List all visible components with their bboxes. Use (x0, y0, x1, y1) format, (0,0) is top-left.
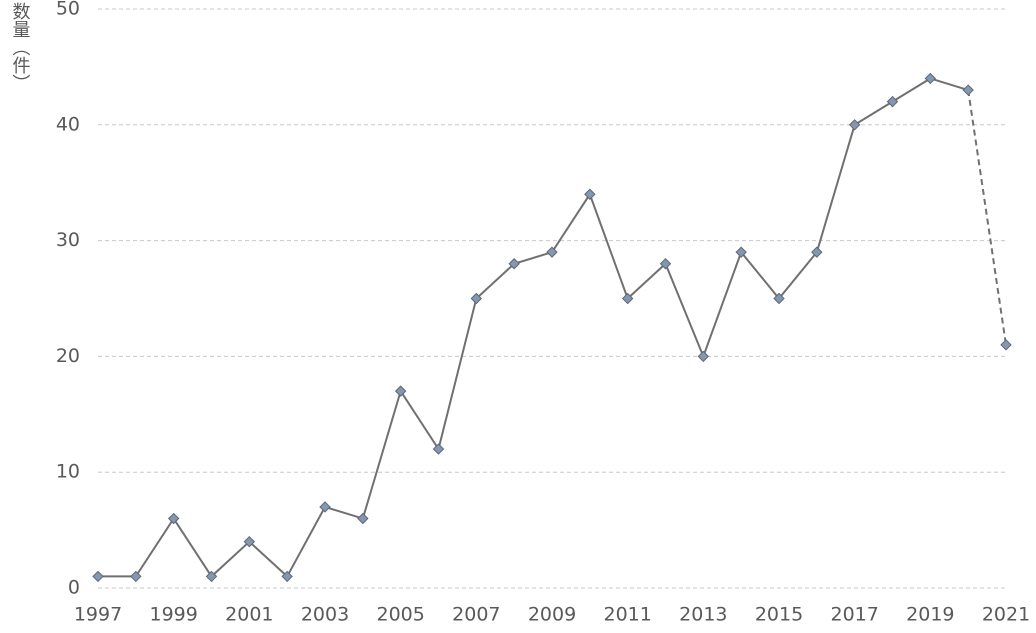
x-tick-label: 2021 (982, 604, 1030, 626)
marker (659, 258, 672, 270)
line (98, 77, 969, 579)
marker (584, 188, 596, 200)
y-tick-label: 30 (56, 229, 80, 251)
marker (508, 258, 520, 270)
marker (130, 570, 142, 583)
marker (546, 246, 558, 258)
x-tick-label: 2013 (679, 604, 727, 626)
marker (924, 72, 937, 85)
x-tick-label: 1997 (74, 604, 122, 626)
marker (962, 84, 974, 96)
y-tick-label: 50 (56, 0, 80, 20)
marker (470, 292, 483, 305)
x-tick-label: 2011 (603, 604, 651, 626)
marker (394, 385, 407, 397)
marker (243, 535, 256, 548)
x-tick-label: 2015 (755, 604, 803, 626)
marker (319, 501, 331, 513)
x-tick-label: 2003 (301, 604, 349, 626)
x-tick-label: 2019 (906, 604, 954, 626)
marker (811, 246, 823, 258)
x-tick-label: 2009 (528, 604, 576, 626)
y-tick-label: 10 (56, 461, 80, 483)
marker (735, 246, 747, 258)
line-dashed (967, 89, 1007, 345)
marker (773, 292, 785, 305)
marker (848, 119, 861, 131)
x-tick-label: 2005 (376, 604, 424, 626)
marker (357, 512, 369, 525)
y-tick-label: 0 (68, 577, 80, 599)
marker (1000, 339, 1012, 351)
marker (886, 95, 899, 108)
y-axis-title: 数量（件） (10, 2, 31, 92)
marker (432, 443, 445, 455)
x-tick-label: 2007 (452, 604, 500, 626)
marker (621, 292, 634, 305)
marker (92, 570, 104, 583)
x-tick-label: 2001 (225, 604, 273, 626)
marker (205, 570, 218, 583)
marker (697, 350, 710, 363)
y-tick-label: 20 (56, 345, 80, 367)
x-tick-label: 1999 (149, 604, 197, 626)
y-tick-label: 40 (56, 113, 80, 135)
marker (281, 570, 293, 583)
x-tick-label: 2017 (830, 604, 878, 626)
marker (167, 512, 180, 525)
